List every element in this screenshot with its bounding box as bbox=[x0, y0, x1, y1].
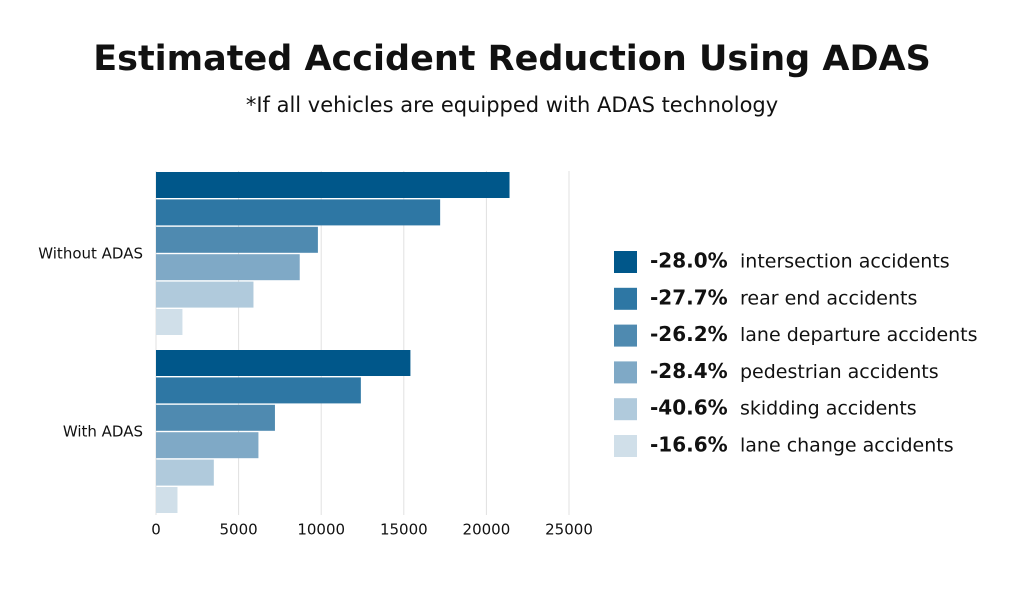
bar bbox=[156, 377, 361, 404]
bar bbox=[156, 199, 441, 226]
legend-change: -40.6% bbox=[650, 396, 728, 420]
legend-swatch bbox=[614, 361, 637, 384]
x-tick-label: 20000 bbox=[463, 521, 511, 539]
bar bbox=[156, 487, 178, 513]
bar bbox=[156, 459, 214, 486]
legend-swatch bbox=[614, 251, 637, 273]
bar bbox=[156, 172, 510, 198]
bar bbox=[156, 254, 300, 281]
x-tick-label: 0 bbox=[151, 521, 161, 539]
legend-swatch bbox=[614, 287, 637, 310]
bar bbox=[156, 309, 183, 335]
legend-label: intersection accidents bbox=[740, 251, 950, 273]
bar bbox=[156, 281, 254, 308]
legend-swatch bbox=[614, 435, 637, 457]
legend-change: -27.7% bbox=[650, 285, 728, 309]
y-tick-label: Without ADAS bbox=[38, 245, 143, 263]
chart-subtitle: *If all vehicles are equipped with ADAS … bbox=[246, 93, 778, 117]
legend-swatch bbox=[614, 324, 637, 347]
legend-swatch bbox=[614, 398, 637, 421]
legend-label: skidding accidents bbox=[740, 398, 917, 420]
legend-change: -28.4% bbox=[650, 359, 728, 383]
legend-change: -26.2% bbox=[650, 322, 728, 346]
legend-label: lane change accidents bbox=[740, 435, 954, 457]
legend-change: -16.6% bbox=[650, 433, 728, 457]
bar bbox=[156, 350, 411, 376]
x-tick-label: 5000 bbox=[220, 521, 258, 539]
chart-title: Estimated Accident Reduction Using ADAS bbox=[93, 39, 931, 79]
legend-label: rear end accidents bbox=[740, 287, 917, 309]
bar bbox=[156, 226, 318, 253]
legend-label: lane departure accidents bbox=[740, 324, 978, 346]
legend-change: -28.0% bbox=[650, 249, 728, 273]
bar bbox=[156, 432, 259, 459]
legend-label: pedestrian accidents bbox=[740, 361, 939, 383]
x-tick-label: 25000 bbox=[545, 521, 593, 539]
x-tick-label: 10000 bbox=[297, 521, 345, 539]
bar bbox=[156, 404, 275, 431]
y-tick-label: With ADAS bbox=[63, 423, 143, 441]
x-tick-label: 15000 bbox=[380, 521, 428, 539]
